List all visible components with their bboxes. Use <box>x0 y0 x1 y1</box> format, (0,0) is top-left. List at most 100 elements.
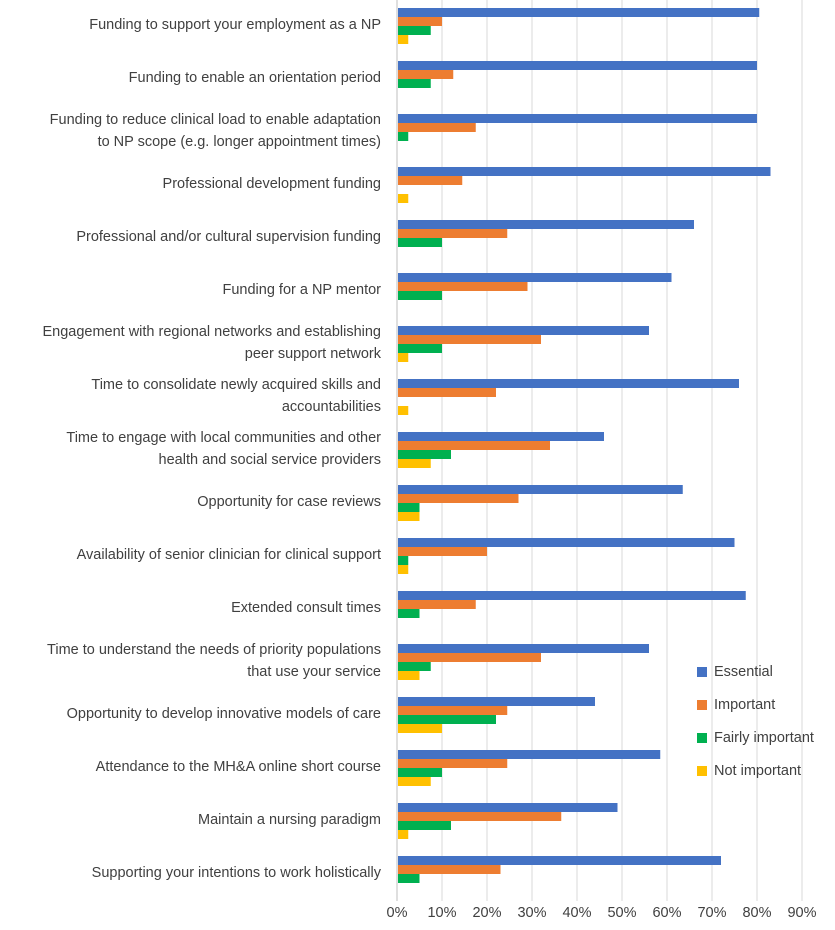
bar-fairly-important <box>398 662 431 671</box>
x-tick-label: 0% <box>386 905 408 921</box>
category-label: Funding to reduce clinical load to enabl… <box>50 109 381 153</box>
bar-important <box>398 388 496 397</box>
bar-important <box>398 759 508 768</box>
bar-important <box>398 282 528 291</box>
legend-swatch-important <box>697 699 707 710</box>
category-label-line: accountabilities <box>281 399 381 415</box>
gridlines <box>396 0 803 901</box>
bar-not-important <box>398 565 409 574</box>
category-label-line: Funding for a NP mentor <box>222 282 381 298</box>
bar-essential <box>398 432 604 441</box>
category-label-line: Funding to enable an orientation period <box>128 70 381 86</box>
bar-important <box>398 600 476 609</box>
bar-fairly-important <box>398 132 409 141</box>
bar-important <box>398 812 562 821</box>
legend-item-fairly-important: Fairly important <box>697 721 814 754</box>
bar-fairly-important <box>398 768 442 777</box>
bar-not-important <box>398 406 409 415</box>
category-label: Extended consult times <box>231 597 381 619</box>
bar-important <box>398 441 550 450</box>
category-label: Supporting your intentions to work holis… <box>92 862 381 884</box>
bar-important <box>398 494 519 503</box>
category-label-line: to NP scope (e.g. longer appointment tim… <box>97 134 381 150</box>
bar-essential <box>398 485 683 494</box>
bar-important <box>398 865 501 874</box>
legend-swatch-essential <box>697 666 707 677</box>
bar-fairly-important <box>398 715 496 724</box>
category-label-line: Professional and/or cultural supervision… <box>76 229 381 245</box>
bar-not-important <box>398 671 420 680</box>
category-label: Funding to enable an orientation period <box>129 67 381 89</box>
bar-fairly-important <box>398 344 442 353</box>
category-label: Opportunity to develop innovative models… <box>67 703 381 725</box>
bar-essential <box>398 114 757 123</box>
category-label-line: health and social service providers <box>158 452 381 468</box>
category-label-line: Extended consult times <box>231 600 381 616</box>
bar-not-important <box>398 724 442 733</box>
category-label: Funding for a NP mentor <box>222 279 381 301</box>
legend-label-important: Important <box>714 696 776 713</box>
category-label: Maintain a nursing paradigm <box>198 809 381 831</box>
bar-fairly-important <box>398 609 420 618</box>
bar-not-important <box>398 35 409 44</box>
bar-fairly-important <box>398 821 451 830</box>
bar-fairly-important <box>398 503 420 512</box>
category-label-line: Time to consolidate newly acquired skill… <box>91 377 381 393</box>
legend-item-essential: Essential <box>697 655 814 688</box>
legend-label-fairly-important: Fairly important <box>714 729 814 746</box>
category-label: Availability of senior clinician for cli… <box>77 544 381 566</box>
bar-fairly-important <box>398 238 442 247</box>
category-label-line: Supporting your intentions to work holis… <box>91 865 381 881</box>
category-label-line: Funding to support your employment as a … <box>89 17 381 33</box>
bar-important <box>398 70 454 79</box>
x-tick-label: 90% <box>787 905 817 921</box>
bar-essential <box>398 803 618 812</box>
bar-fairly-important <box>398 26 431 35</box>
bar-not-important <box>398 777 431 786</box>
bar-important <box>398 17 442 26</box>
bar-essential <box>398 538 735 547</box>
legend: Essential Important Fairly important Not… <box>697 655 814 787</box>
category-label: Engagement with regional networks and es… <box>42 321 381 365</box>
category-label-line: peer support network <box>244 346 381 362</box>
bar-important <box>398 335 541 344</box>
bar-not-important <box>398 353 409 362</box>
bar-essential <box>398 326 649 335</box>
category-label: Opportunity for case reviews <box>197 491 381 513</box>
legend-swatch-not-important <box>697 765 707 776</box>
bars <box>398 8 771 883</box>
category-label-line: Opportunity for case reviews <box>197 494 381 510</box>
x-tick-label: 20% <box>472 905 502 921</box>
bar-important <box>398 229 508 238</box>
category-label: Time to consolidate newly acquired skill… <box>91 374 381 418</box>
bar-fairly-important <box>398 874 420 883</box>
bar-important <box>398 123 476 132</box>
bar-essential <box>398 220 694 229</box>
legend-label-not-important: Not important <box>714 762 802 779</box>
legend-swatch-fairly-important <box>697 732 707 743</box>
x-tick-label: 80% <box>742 905 772 921</box>
bar-important <box>398 653 541 662</box>
category-label: Time to engage with local communities an… <box>66 427 381 471</box>
category-label-line: that use your service <box>247 664 381 680</box>
category-label: Attendance to the MH&A online short cour… <box>96 756 381 778</box>
bar-essential <box>398 697 595 706</box>
legend-label-essential: Essential <box>714 663 773 680</box>
legend-item-not-important: Not important <box>697 754 814 787</box>
bar-essential <box>398 750 661 759</box>
x-tick-label: 60% <box>652 905 682 921</box>
bar-essential <box>398 644 649 653</box>
bar-essential <box>398 273 672 282</box>
bar-fairly-important <box>398 79 431 88</box>
category-label: Funding to support your employment as a … <box>89 14 381 36</box>
bar-essential <box>398 856 721 865</box>
category-label: Time to understand the needs of priority… <box>47 639 381 683</box>
x-tick-label: 50% <box>607 905 637 921</box>
bar-essential <box>398 8 760 17</box>
bar-essential <box>398 379 739 388</box>
x-tick-label: 70% <box>697 905 727 921</box>
category-label-line: Funding to reduce clinical load to enabl… <box>49 112 381 128</box>
category-label-line: Attendance to the MH&A online short cour… <box>95 759 381 775</box>
x-tick-label: 40% <box>562 905 592 921</box>
